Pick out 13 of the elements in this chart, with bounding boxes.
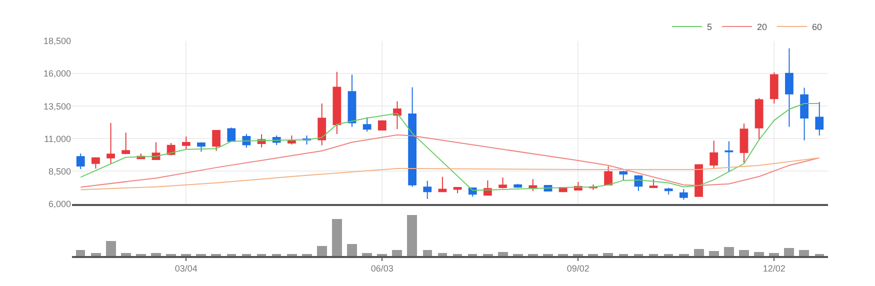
x-tick-label: 09/02 [566, 264, 590, 274]
y-tick-label: 11,000 [44, 134, 71, 144]
x-tick-label: 06/03 [370, 264, 394, 274]
y-tick-label: 16,000 [43, 68, 71, 79]
y-tick-label: 6,000 [48, 198, 71, 209]
x-tick-label: 03/04 [174, 264, 198, 274]
legend-label: 5 [707, 22, 712, 32]
y-tick-label: 13,500 [43, 101, 71, 112]
y-tick-label: 18,500 [43, 36, 71, 46]
y-tick-label: 8,500 [48, 166, 71, 176]
legend-label: 60 [812, 22, 822, 32]
legend-label: 20 [757, 22, 768, 32]
x-tick-label: 12/02 [762, 264, 786, 274]
